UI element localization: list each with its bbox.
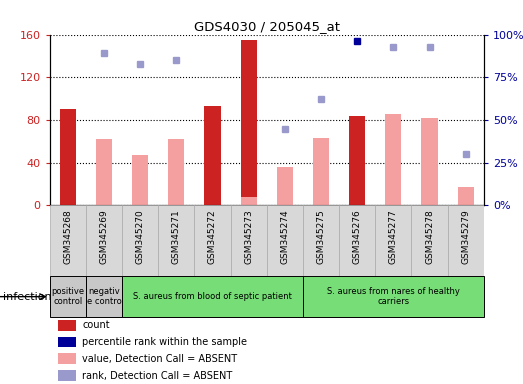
Text: S. aureus from nares of healthy
carriers: S. aureus from nares of healthy carriers — [327, 287, 460, 306]
Bar — [277, 167, 293, 205]
Bar — [168, 139, 185, 205]
Text: GSM345269: GSM345269 — [99, 209, 108, 264]
Text: S. aureus from blood of septic patient: S. aureus from blood of septic patient — [133, 292, 292, 301]
Bar — [385, 114, 402, 205]
Bar — [59, 370, 76, 381]
Text: count: count — [82, 320, 110, 330]
Text: value, Detection Call = ABSENT: value, Detection Call = ABSENT — [82, 354, 237, 364]
Text: GSM345268: GSM345268 — [63, 209, 72, 264]
Bar — [448, 205, 484, 276]
Bar — [195, 205, 231, 276]
Bar — [60, 109, 76, 205]
Text: GSM345274: GSM345274 — [280, 209, 289, 264]
Text: GSM345271: GSM345271 — [172, 209, 181, 264]
Title: GDS4030 / 205045_at: GDS4030 / 205045_at — [194, 20, 340, 33]
Bar — [339, 205, 375, 276]
Bar — [303, 205, 339, 276]
Text: GSM345276: GSM345276 — [353, 209, 362, 264]
Bar — [132, 155, 148, 205]
Bar — [313, 138, 329, 205]
Bar — [59, 353, 76, 364]
Bar — [458, 187, 474, 205]
Text: negativ
e contro: negativ e contro — [87, 287, 121, 306]
Bar — [59, 320, 76, 331]
Text: GSM345279: GSM345279 — [461, 209, 470, 264]
Bar — [375, 205, 412, 276]
Text: rank, Detection Call = ABSENT: rank, Detection Call = ABSENT — [82, 371, 233, 381]
Bar — [349, 116, 365, 205]
Bar — [86, 205, 122, 276]
Bar — [59, 337, 76, 348]
Text: GSM345278: GSM345278 — [425, 209, 434, 264]
Bar — [303, 276, 484, 317]
Text: GSM345270: GSM345270 — [135, 209, 145, 264]
Bar — [158, 205, 195, 276]
Bar — [241, 40, 257, 205]
Bar — [50, 276, 86, 317]
Bar — [122, 276, 303, 317]
Bar — [231, 205, 267, 276]
Bar — [96, 139, 112, 205]
Bar — [241, 197, 257, 205]
Bar — [86, 276, 122, 317]
Text: percentile rank within the sample: percentile rank within the sample — [82, 337, 247, 347]
Text: GSM345277: GSM345277 — [389, 209, 398, 264]
Bar — [204, 106, 221, 205]
Text: GSM345273: GSM345273 — [244, 209, 253, 264]
Bar — [412, 205, 448, 276]
Text: GSM345272: GSM345272 — [208, 209, 217, 264]
Text: infection: infection — [3, 291, 51, 302]
Text: positive
control: positive control — [51, 287, 84, 306]
Bar — [50, 205, 86, 276]
Bar — [422, 118, 438, 205]
Bar — [267, 205, 303, 276]
Text: GSM345275: GSM345275 — [316, 209, 325, 264]
Bar — [122, 205, 158, 276]
